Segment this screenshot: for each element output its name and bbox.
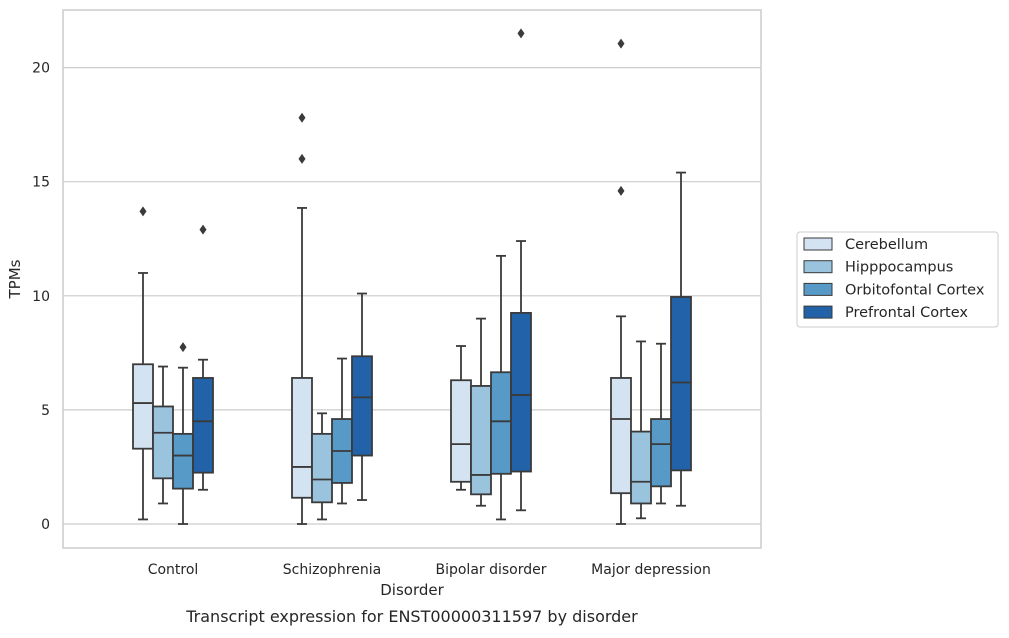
legend-swatch [803, 237, 833, 251]
x-tick-label: Major depression [591, 562, 711, 578]
box-4 [670, 171, 692, 507]
box-body [132, 363, 154, 450]
box-4 [630, 340, 652, 520]
legend-swatch [803, 282, 833, 296]
y-axis-label: TPMs [6, 259, 24, 299]
box-2 [331, 357, 353, 505]
y-tick-label: 5 [41, 403, 50, 419]
box-body [510, 312, 532, 473]
outlier-point [199, 224, 207, 235]
x-axis-ticks: Control Schizophrenia Bipolar disorder Majo… [148, 562, 711, 578]
x-tick-label: Schizophrenia [283, 562, 381, 578]
box-2 [311, 412, 333, 521]
box-body [470, 385, 492, 496]
box-groups [132, 28, 692, 525]
series-group [172, 254, 672, 525]
outlier-point [298, 112, 306, 123]
box-2 [291, 112, 313, 525]
box-2 [351, 292, 373, 501]
outlier-point [517, 28, 525, 39]
outlier-point [139, 206, 147, 217]
grid-lines [63, 66, 761, 525]
plot-area-frame [62, 9, 762, 549]
box-body [650, 418, 672, 488]
box-1 [192, 224, 214, 491]
box-body [192, 377, 214, 474]
box-4 [610, 38, 632, 525]
legend: Cerebellum Hipppocampus Orbitofontal Corte… [796, 231, 999, 328]
box-3 [470, 317, 492, 507]
box-body [152, 405, 174, 480]
box-body [291, 377, 313, 499]
box-body [610, 377, 632, 495]
x-tick-label: Bipolar disorder [435, 562, 546, 578]
legend-frame [796, 231, 999, 328]
y-tick-label: 10 [32, 289, 50, 305]
legend-items: Cerebellum Hipppocampus Orbitofontal Corte… [803, 237, 985, 321]
box-body [311, 432, 333, 504]
x-tick-label: Control [148, 562, 199, 578]
box-3 [450, 345, 472, 491]
box-1 [132, 206, 154, 521]
series-group [192, 28, 692, 512]
box-4 [650, 342, 672, 505]
box-body [490, 371, 512, 475]
box-3 [510, 28, 532, 512]
outlier-point [617, 185, 625, 196]
legend-swatch [803, 260, 833, 274]
legend-label: Hipppocampus [845, 260, 953, 276]
box-body [670, 296, 692, 472]
y-axis-ticks: 0 5 10 15 20 [32, 61, 50, 533]
outlier-point [298, 153, 306, 164]
legend-label: Prefrontal Cortex [845, 305, 968, 321]
box-body [630, 430, 652, 505]
outlier-point [617, 38, 625, 49]
legend-label: Cerebellum [845, 237, 928, 253]
box-3 [490, 254, 512, 521]
y-tick-label: 20 [32, 61, 50, 77]
box-body [172, 432, 194, 490]
x-axis-label: Disorder [380, 581, 444, 599]
box-1 [152, 365, 174, 505]
box-body [450, 379, 472, 483]
y-tick-label: 15 [32, 175, 50, 191]
box-1 [172, 342, 194, 525]
y-tick-label: 0 [41, 517, 50, 533]
legend-label: Orbitofontal Cortex [845, 282, 985, 298]
legend-swatch [803, 305, 833, 319]
series-group [152, 317, 652, 521]
outlier-point [179, 342, 187, 353]
box-body [351, 355, 373, 457]
chart-caption: Transcript expression for ENST0000031159… [185, 607, 638, 626]
